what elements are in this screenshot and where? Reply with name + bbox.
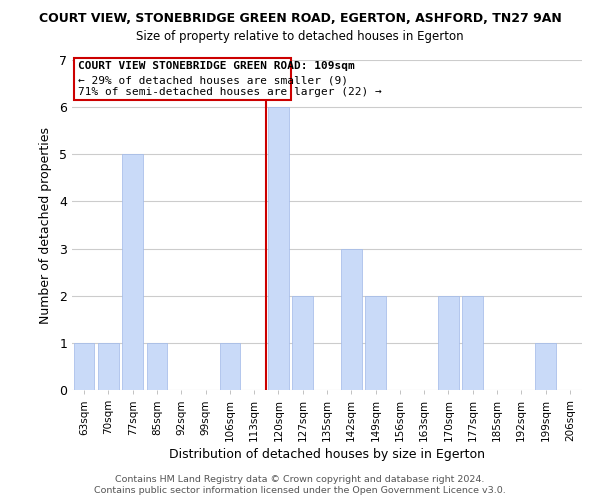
Bar <box>74 343 94 390</box>
Bar <box>74 58 290 100</box>
Bar <box>365 296 386 390</box>
Text: COURT VIEW, STONEBRIDGE GREEN ROAD, EGERTON, ASHFORD, TN27 9AN: COURT VIEW, STONEBRIDGE GREEN ROAD, EGER… <box>38 12 562 26</box>
Text: COURT VIEW STONEBRIDGE GREEN ROAD: 109sqm: COURT VIEW STONEBRIDGE GREEN ROAD: 109sq… <box>78 62 355 72</box>
Bar <box>341 248 362 390</box>
Bar <box>268 107 289 390</box>
Bar <box>220 343 240 390</box>
Bar <box>98 343 119 390</box>
Bar <box>438 296 459 390</box>
Bar <box>122 154 143 390</box>
Text: ← 29% of detached houses are smaller (9): ← 29% of detached houses are smaller (9) <box>78 76 348 86</box>
Text: Contains public sector information licensed under the Open Government Licence v3: Contains public sector information licen… <box>94 486 506 495</box>
Text: Size of property relative to detached houses in Egerton: Size of property relative to detached ho… <box>136 30 464 43</box>
Bar <box>463 296 483 390</box>
Text: 71% of semi-detached houses are larger (22) →: 71% of semi-detached houses are larger (… <box>78 88 382 98</box>
X-axis label: Distribution of detached houses by size in Egerton: Distribution of detached houses by size … <box>169 448 485 461</box>
Bar <box>292 296 313 390</box>
Bar <box>146 343 167 390</box>
Text: Contains HM Land Registry data © Crown copyright and database right 2024.: Contains HM Land Registry data © Crown c… <box>115 475 485 484</box>
Bar <box>535 343 556 390</box>
Y-axis label: Number of detached properties: Number of detached properties <box>39 126 52 324</box>
